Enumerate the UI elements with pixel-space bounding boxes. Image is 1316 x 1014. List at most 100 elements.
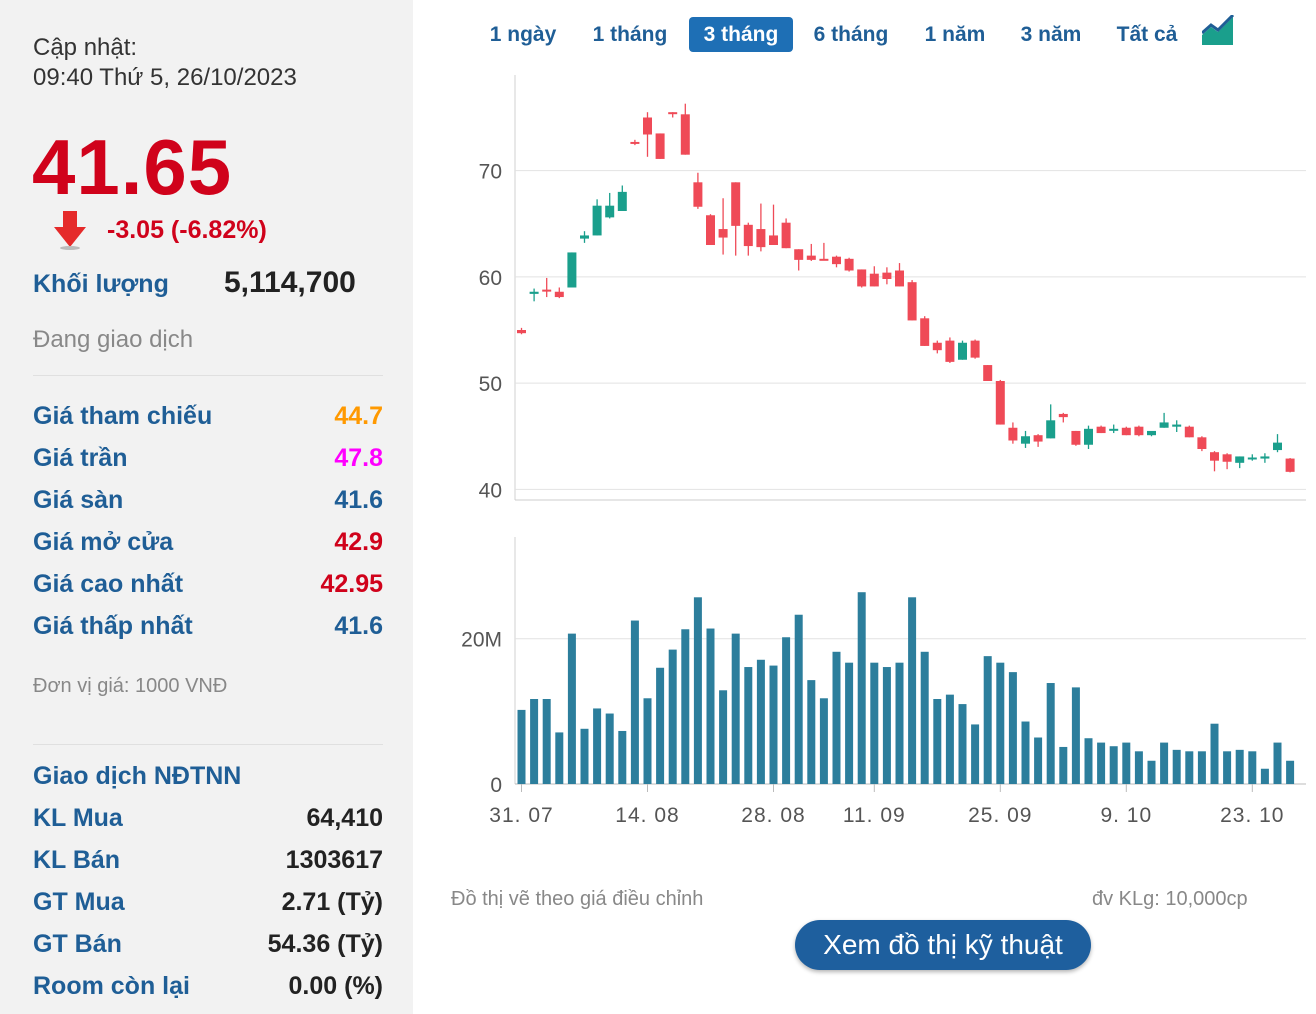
price-row: Giá mở cửa 42.9 xyxy=(33,528,383,558)
volume-bar xyxy=(1185,751,1194,784)
candle-body xyxy=(743,224,753,247)
candle-body xyxy=(554,291,564,298)
candle-body xyxy=(605,205,615,218)
candle-body xyxy=(958,342,967,360)
candle-body xyxy=(655,133,665,159)
tab-1-month[interactable]: 1 tháng xyxy=(592,23,668,46)
technical-chart-button[interactable]: Xem đồ thị kỹ thuật xyxy=(795,920,1091,970)
foreign-value: 0.00 (%) xyxy=(288,972,383,1000)
candle-body xyxy=(567,252,577,288)
volume-bar xyxy=(693,597,702,784)
candle-body xyxy=(794,249,804,260)
price-value: 42.9 xyxy=(334,528,383,556)
price-tick-label: 60 xyxy=(479,267,502,290)
volume-bar xyxy=(630,620,639,784)
x-tick-label: 28. 08 xyxy=(741,804,805,827)
price-value: 41.6 xyxy=(334,486,383,514)
unit-note: Đơn vị giá: 1000 VNĐ xyxy=(33,675,228,697)
foreign-label: KL Bán xyxy=(33,846,121,874)
candlestick-series xyxy=(517,103,1295,473)
candle-body xyxy=(983,365,993,381)
candle-body xyxy=(781,222,791,249)
candle-body xyxy=(970,340,980,358)
volume-bar xyxy=(618,730,627,784)
volume-bar xyxy=(857,592,866,784)
foreign-row: GT Mua 2.71 (Tỷ) xyxy=(33,888,383,918)
volume-tick-label: 0 xyxy=(490,774,502,797)
candle-body xyxy=(517,330,526,334)
price-value: 42.95 xyxy=(320,570,383,598)
x-tick-label: 31. 07 xyxy=(489,804,553,827)
chart-grid xyxy=(514,75,1306,792)
tab-all[interactable]: Tất cả xyxy=(1116,23,1178,46)
volume-bar xyxy=(782,637,791,784)
volume-bar xyxy=(668,649,677,784)
candle-body xyxy=(819,258,829,261)
updated-label: Cập nhật: xyxy=(33,34,138,61)
candle-body xyxy=(668,112,678,115)
volume-bar xyxy=(983,656,992,784)
tab-3-years[interactable]: 3 năm xyxy=(1020,23,1082,46)
volume-bar xyxy=(719,690,728,784)
volume-bar xyxy=(731,633,740,784)
area-chart-icon[interactable] xyxy=(1202,15,1234,45)
price-value: 41.6 xyxy=(334,612,383,640)
foreign-value: 54.36 (Tỷ) xyxy=(267,930,383,958)
candle-body xyxy=(832,256,841,265)
volume-bar xyxy=(908,597,917,784)
candle-body xyxy=(895,270,904,287)
tab-1-year[interactable]: 1 năm xyxy=(924,23,986,46)
candle-body xyxy=(1109,428,1119,431)
candle-body xyxy=(756,229,766,248)
x-tick-label: 11. 09 xyxy=(843,804,906,827)
candle-body xyxy=(617,191,627,211)
candle-body xyxy=(680,114,690,155)
volume-bar xyxy=(1059,746,1068,784)
candle-body xyxy=(643,117,652,135)
price-value: 47.8 xyxy=(334,444,383,472)
candle-body xyxy=(693,182,703,207)
candle-body xyxy=(1147,430,1156,436)
candle-body xyxy=(1172,424,1182,427)
volume-bar xyxy=(819,698,828,784)
volume-bar xyxy=(1097,742,1106,784)
volume-bar xyxy=(1071,687,1080,784)
foreign-label: GT Bán xyxy=(33,930,122,958)
foreign-label: GT Mua xyxy=(33,888,125,916)
candle-body xyxy=(718,229,728,238)
tab-3-months[interactable]: 3 tháng xyxy=(689,17,793,52)
candle-body xyxy=(1197,437,1207,449)
candle-body xyxy=(1184,426,1194,438)
foreign-label: KL Mua xyxy=(33,804,123,832)
foreign-value: 64,410 xyxy=(306,804,383,832)
x-tick-label: 9. 10 xyxy=(1100,804,1152,827)
volume-bar xyxy=(756,659,765,784)
volume-bar xyxy=(706,628,715,784)
candle-body xyxy=(1058,413,1068,418)
volume-bar xyxy=(656,667,665,784)
candle-body xyxy=(882,272,892,279)
adjusted-price-note: Đồ thị vẽ theo giá điều chỉnh xyxy=(451,888,704,910)
volume-bar xyxy=(920,651,929,784)
price-label: Giá trần xyxy=(33,444,128,472)
tab-1-day[interactable]: 1 ngày xyxy=(489,23,557,46)
candle-body xyxy=(920,318,930,346)
volume-tick-label: 20M xyxy=(461,629,502,652)
volume-bar xyxy=(567,633,576,784)
tab-6-months[interactable]: 6 tháng xyxy=(813,23,889,46)
candle-body xyxy=(580,235,589,239)
volume-bar xyxy=(1160,742,1169,784)
volume-bar xyxy=(1034,737,1043,784)
candle-body xyxy=(1008,427,1018,441)
volume-bar xyxy=(996,662,1005,784)
volume-bar xyxy=(971,724,980,784)
volume-bar xyxy=(681,629,690,784)
candle-body xyxy=(995,381,1005,425)
candle-body xyxy=(1273,442,1282,451)
price-label: Giá tham chiếu xyxy=(33,402,213,430)
volume-bar xyxy=(870,662,879,784)
volume-bar xyxy=(1109,746,1118,784)
divider xyxy=(33,375,383,376)
candle-body xyxy=(857,269,867,287)
candle-body xyxy=(1235,456,1245,463)
